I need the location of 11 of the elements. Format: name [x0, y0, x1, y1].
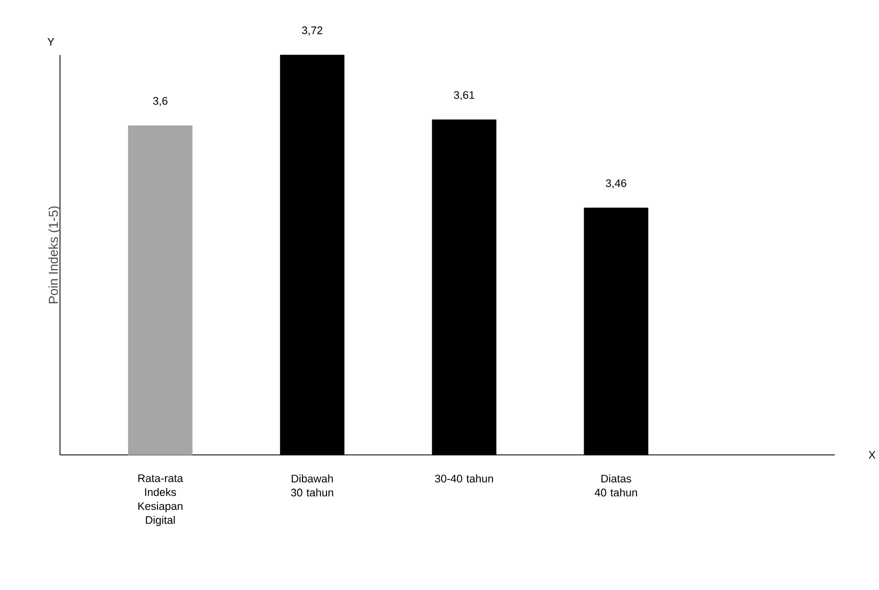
x-tick-label: Diatas 40 tahun: [594, 474, 637, 496]
data-label: 3,6: [153, 97, 168, 106]
x-tick-label: 30-40 tahun: [435, 474, 493, 483]
x-tick-label: Dibawah 30 tahun: [291, 474, 334, 496]
y-axis-title: Poin Indeks (1-5): [48, 206, 60, 304]
text: Y: [47, 38, 54, 46]
data-label: 3,72: [302, 26, 322, 36]
x-tick-label: Rata-rata Indeks Kesiapan Digital: [138, 474, 184, 526]
text: X: [868, 451, 876, 459]
data-label: 3,61: [454, 91, 474, 100]
data-label: 3,46: [606, 179, 626, 188]
